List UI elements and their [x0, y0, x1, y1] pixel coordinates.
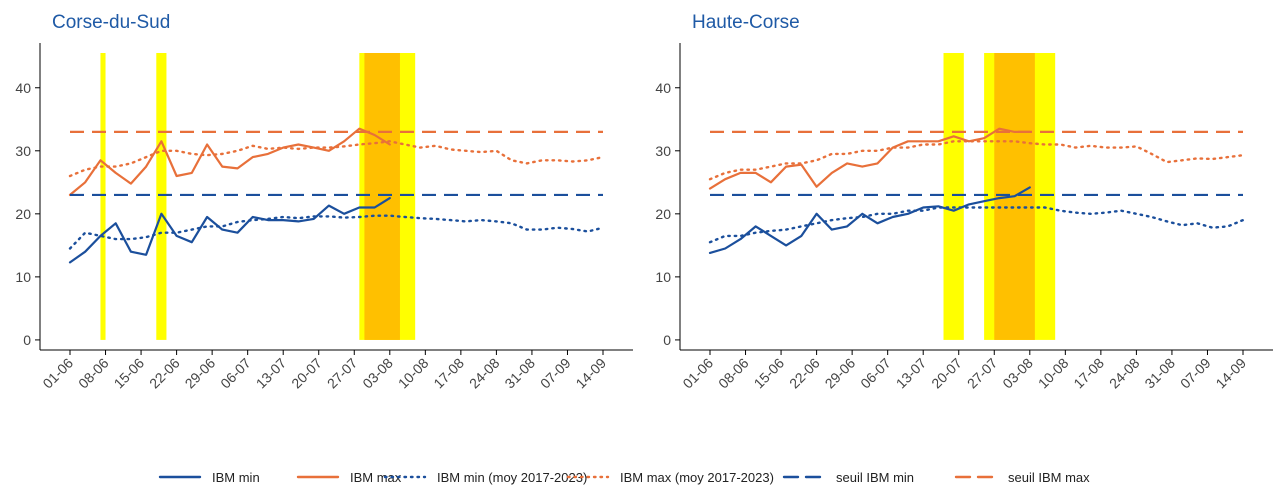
x-tick-label: 14-09 [572, 355, 609, 392]
panel-title: Haute-Corse [692, 12, 800, 33]
panel-title: Corse-du-Sud [52, 12, 170, 33]
x-tick-label: 03-08 [359, 355, 396, 392]
legend-label: IBM max [350, 470, 402, 485]
y-tick-label: 20 [15, 206, 31, 222]
x-tick-label: 01-06 [679, 355, 716, 392]
x-tick-label: 08-06 [75, 355, 112, 392]
highlight-band [364, 53, 400, 340]
x-tick-label: 27-07 [324, 355, 361, 392]
x-tick-label: 08-06 [715, 355, 752, 392]
legend-label: IBM min (moy 2017-2023) [437, 470, 587, 485]
x-tick-label: 01-06 [39, 355, 76, 392]
legend-label: seuil IBM max [1008, 470, 1090, 485]
x-tick-label: 14-09 [1212, 355, 1249, 392]
legend-label: IBM max (moy 2017-2023) [620, 470, 774, 485]
x-tick-label: 06-07 [857, 355, 894, 392]
y-tick-label: 40 [15, 80, 31, 96]
x-tick-label: 24-08 [1106, 355, 1143, 392]
highlight-band [943, 53, 964, 340]
x-tick-label: 10-08 [1035, 355, 1072, 392]
x-tick-label: 29-06 [182, 355, 219, 392]
x-tick-label: 22-06 [146, 355, 183, 392]
highlight-band [100, 53, 106, 340]
x-tick-label: 13-07 [893, 355, 930, 392]
x-tick-label: 13-07 [253, 355, 290, 392]
y-tick-label: 30 [655, 143, 671, 159]
x-tick-label: 06-07 [217, 355, 254, 392]
series-line [708, 140, 1245, 181]
y-tick-label: 10 [15, 269, 31, 285]
x-tick-label: 15-06 [751, 355, 788, 392]
y-tick-label: 10 [655, 269, 671, 285]
series-line [708, 127, 1031, 190]
y-tick-label: 40 [655, 80, 671, 96]
y-tick-label: 0 [23, 332, 31, 348]
series-line [68, 140, 605, 178]
x-tick-label: 27-07 [964, 355, 1001, 392]
x-tick-label: 31-08 [1141, 355, 1178, 392]
x-tick-label: 22-06 [786, 355, 823, 392]
x-tick-label: 15-06 [111, 355, 148, 392]
y-tick-label: 20 [655, 206, 671, 222]
x-tick-label: 17-08 [1070, 355, 1107, 392]
series-line [68, 197, 391, 264]
x-tick-label: 10-08 [395, 355, 432, 392]
x-tick-label: 03-08 [999, 355, 1036, 392]
series-line [68, 214, 605, 250]
x-tick-label: 24-08 [466, 355, 503, 392]
y-tick-label: 30 [15, 143, 31, 159]
x-tick-label: 17-08 [430, 355, 467, 392]
legend-label: seuil IBM min [836, 470, 914, 485]
legend-label: IBM min [212, 470, 260, 485]
x-tick-label: 20-07 [288, 355, 325, 392]
x-tick-label: 29-06 [822, 355, 859, 392]
x-tick-label: 07-09 [537, 355, 574, 392]
series-line [708, 186, 1031, 254]
x-tick-label: 31-08 [501, 355, 538, 392]
x-tick-label: 20-07 [928, 355, 965, 392]
highlight-band [156, 53, 167, 340]
series-line [708, 206, 1245, 244]
series-line [68, 127, 391, 196]
x-tick-label: 07-09 [1177, 355, 1214, 392]
y-tick-label: 0 [663, 332, 671, 348]
